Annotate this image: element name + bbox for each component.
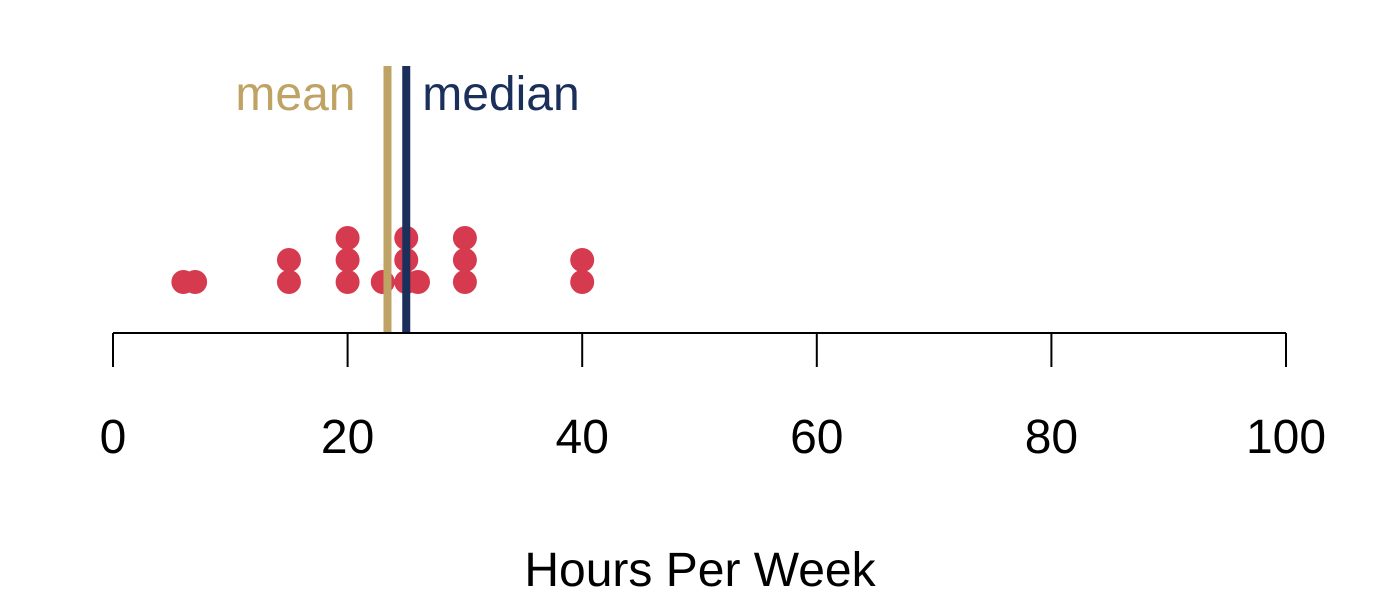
x-axis: 0 20 40 60 80 100 [100, 332, 1326, 464]
data-point [276, 270, 301, 294]
data-points [171, 226, 595, 294]
data-point [570, 248, 595, 272]
reference-lines: mean median [235, 66, 580, 333]
data-point [452, 248, 477, 272]
median-label: median [422, 68, 579, 121]
data-point [335, 270, 360, 294]
data-point [276, 248, 301, 272]
x-axis-title: Hours Per Week [524, 544, 876, 597]
data-point [405, 270, 430, 294]
data-point [570, 270, 595, 294]
data-point [335, 248, 360, 272]
x-tick-label: 40 [556, 411, 609, 464]
x-tick-label: 60 [790, 411, 843, 464]
data-point [335, 226, 360, 250]
data-point [183, 270, 208, 294]
mean-label: mean [235, 68, 355, 121]
data-point [452, 270, 477, 294]
x-tick-label: 100 [1246, 411, 1326, 464]
x-tick-label: 0 [100, 411, 127, 464]
x-tick-label: 20 [321, 411, 374, 464]
x-tick-label: 80 [1025, 411, 1078, 464]
data-point [452, 226, 477, 250]
